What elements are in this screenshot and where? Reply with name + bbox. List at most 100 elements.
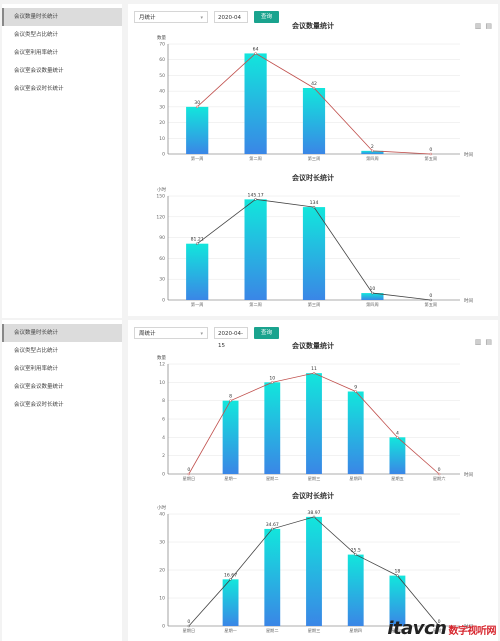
y-tick-label: 40 xyxy=(159,89,165,95)
period-select[interactable]: 月统计 ▾ xyxy=(134,11,208,23)
x-tick-label: 星期三 xyxy=(308,476,321,482)
data-label: 34.67 xyxy=(266,522,279,528)
x-tick-label: 第二周 xyxy=(249,155,262,162)
x-tick-label: 第四周 xyxy=(366,301,379,308)
query-button[interactable]: 查询 xyxy=(254,327,280,339)
data-point xyxy=(195,105,199,109)
data-label: 134 xyxy=(310,200,319,206)
sidebar-item-room-meeting-count[interactable]: 会议室会议数量统计 xyxy=(14,384,64,390)
data-point xyxy=(429,152,433,156)
chart-title: 会议数量统计 xyxy=(292,21,334,30)
bar xyxy=(264,382,281,474)
sidebar-item-meeting-count-duration[interactable]: 会议数量时长统计 xyxy=(2,8,122,26)
bar-chart-icon[interactable]: ▥ xyxy=(474,22,482,30)
chevron-down-icon: ▾ xyxy=(200,15,203,21)
chart-title: 会议数量统计 xyxy=(292,341,334,350)
bar xyxy=(264,528,281,626)
bar xyxy=(306,373,322,474)
x-tick-label: 星期五 xyxy=(391,476,404,482)
bar xyxy=(186,243,209,300)
watermark-logo: itavcn 数字视听网 xyxy=(387,618,496,639)
y-tick-label: 30 xyxy=(159,277,165,283)
x-axis-label: 时间 xyxy=(464,471,473,478)
y-tick-label: 70 xyxy=(159,42,165,48)
sidebar-item-meeting-type-ratio[interactable]: 会议类型占比统计 xyxy=(14,32,59,38)
x-tick-label: 星期六 xyxy=(433,475,446,482)
bar xyxy=(306,516,322,626)
y-tick-label: 120 xyxy=(156,214,165,220)
watermark-text: itavcn xyxy=(387,618,447,639)
sidebar-item-meeting-type-ratio[interactable]: 会议类型占比统计 xyxy=(14,348,59,354)
sidebar: 会议数量时长统计 会议类型占比统计 会议室利用率统计 会议室会议数量统计 会议室… xyxy=(2,320,122,641)
query-button[interactable]: 查询 xyxy=(254,11,280,23)
data-label: 145.17 xyxy=(248,192,264,198)
filter-bar: 周统计 ▾ 2020-04-15 查询 xyxy=(134,326,280,349)
content-area: 月统计 ▾ 2020-04 查询 ▥ ▤ 会议数量统计 数量 时间 0 10 20 30 40 5… xyxy=(128,4,498,316)
filter-bar: 月统计 ▾ 2020-04 查询 xyxy=(134,10,280,24)
date-input[interactable]: 2020-04 xyxy=(214,11,248,23)
sidebar-item-meeting-count-duration[interactable]: 会议数量时长统计 xyxy=(2,324,122,342)
x-axis-label: 时间 xyxy=(464,297,473,304)
data-label: 42 xyxy=(311,81,317,87)
data-point xyxy=(312,515,316,519)
data-label: 0 xyxy=(429,147,432,153)
x-tick-label: 星期五 xyxy=(391,628,404,634)
data-point xyxy=(429,298,433,302)
period-select-value: 周统计 xyxy=(139,331,156,337)
x-tick-label: 星期一 xyxy=(224,628,237,634)
data-point xyxy=(437,472,441,476)
y-tick-label: 2 xyxy=(162,453,165,459)
x-tick-label: 第二周 xyxy=(249,301,262,308)
data-label: 10 xyxy=(369,286,375,292)
data-label: 0 xyxy=(429,293,432,299)
bar xyxy=(302,88,326,154)
data-point xyxy=(312,205,316,209)
data-point xyxy=(396,436,399,439)
sidebar-item-room-meeting-duration[interactable]: 会议室会议时长统计 xyxy=(14,402,64,408)
period-select[interactable]: 周统计 ▾ xyxy=(134,327,208,339)
bar-chart-icon[interactable]: ▥ xyxy=(474,338,482,346)
bar xyxy=(244,53,267,154)
chart-title: 会议时长统计 xyxy=(292,491,334,500)
y-tick-label: 0 xyxy=(162,298,165,304)
data-point xyxy=(371,149,374,153)
data-label: 0 xyxy=(187,619,190,625)
save-icon[interactable]: ▤ xyxy=(485,338,492,346)
date-input[interactable]: 2020-04-15 xyxy=(214,327,248,349)
y-tick-label: 90 xyxy=(159,235,165,241)
y-tick-label: 150 xyxy=(156,194,165,200)
y-tick-label: 60 xyxy=(159,256,165,262)
y-tick-label: 30 xyxy=(159,540,165,546)
data-point xyxy=(254,52,257,55)
data-point xyxy=(354,553,357,556)
x-tick-label: 第三周 xyxy=(308,155,321,162)
data-point xyxy=(396,574,399,577)
save-icon[interactable]: ▤ xyxy=(485,22,492,30)
sidebar-item-room-utilization[interactable]: 会议室利用率统计 xyxy=(14,366,59,372)
data-point xyxy=(195,242,199,245)
chart-toolbox: ▥ ▤ xyxy=(475,338,492,346)
bar xyxy=(244,199,267,300)
bar xyxy=(389,437,406,474)
sidebar-item-room-meeting-count[interactable]: 会议室会议数量统计 xyxy=(14,68,64,74)
sidebar-item-room-utilization[interactable]: 会议室利用率统计 xyxy=(14,50,59,56)
y-axis-label: 数量 xyxy=(157,34,166,41)
x-tick-label: 星期一 xyxy=(224,476,237,482)
data-point xyxy=(354,390,357,393)
sidebar-item-room-meeting-duration[interactable]: 会议室会议时长统计 xyxy=(14,86,64,92)
data-label: 11 xyxy=(311,366,317,372)
x-tick-label: 星期二 xyxy=(266,476,279,482)
data-point xyxy=(271,381,274,384)
y-tick-label: 40 xyxy=(159,512,165,518)
bar xyxy=(389,575,406,626)
data-label: 8 xyxy=(229,394,232,400)
data-label: 25.5 xyxy=(351,548,361,554)
y-tick-label: 6 xyxy=(162,417,165,423)
panel-monthly: 会议数量时长统计 会议类型占比统计 会议室利用率统计 会议室会议数量统计 会议室… xyxy=(0,0,500,318)
y-tick-label: 0 xyxy=(162,472,165,478)
x-tick-label: 星期四 xyxy=(349,628,362,634)
